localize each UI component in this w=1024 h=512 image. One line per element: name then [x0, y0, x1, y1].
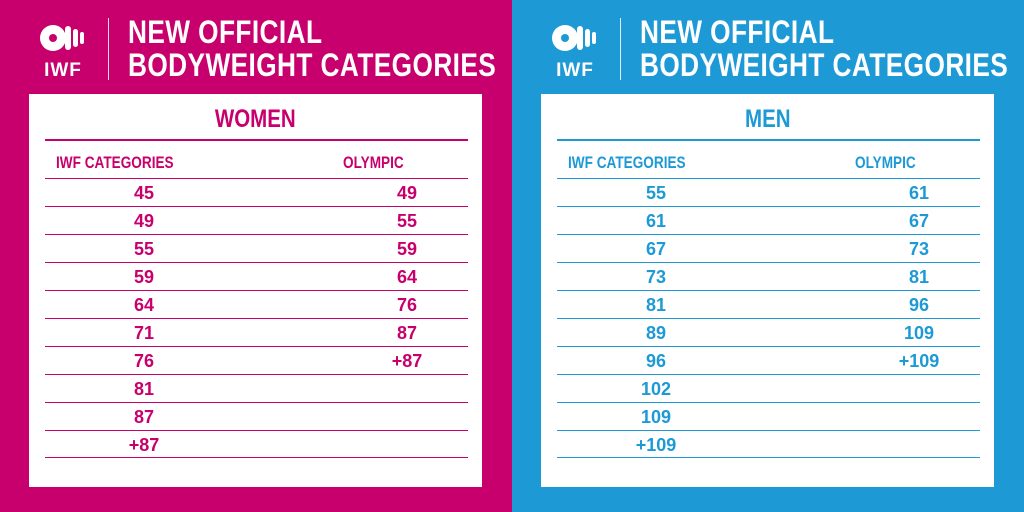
iwf-category-value: +109 — [635, 435, 677, 455]
olympic-category-value: 81 — [908, 267, 930, 287]
table-row: 45 49 — [45, 178, 468, 206]
heading-divider — [45, 139, 468, 141]
table-row: 109 — [557, 402, 980, 430]
card-heading: WOMEN — [29, 105, 482, 133]
title-line-2: BODYWEIGHT CATEGORIES — [128, 47, 497, 83]
heading-text: WOMEN — [215, 105, 296, 133]
men-panel: IWF NEW OFFICIAL BODYWEIGHT CATEGORIES M… — [512, 0, 1024, 512]
iwf-barbell-plates-icon — [40, 25, 84, 51]
olympic-category-value: 64 — [396, 267, 418, 287]
iwf-category-value: 55 — [133, 239, 155, 259]
olympic-category-value: 61 — [908, 183, 930, 203]
column-header-iwf: IWF CATEGORIES — [56, 153, 174, 172]
title-line-1: NEW OFFICIAL — [640, 14, 835, 50]
iwf-category-value: 55 — [645, 183, 667, 203]
men-category-rows: 55 61 61 67 67 73 73 81 81 96 89 109 96 +109 102 109 +10… — [557, 178, 980, 458]
iwf-category-value: 73 — [645, 267, 667, 287]
iwf-category-value: 71 — [133, 323, 155, 343]
table-row: 81 96 — [557, 290, 980, 318]
column-header-iwf: IWF CATEGORIES — [568, 153, 686, 172]
iwf-category-value: 87 — [133, 407, 155, 427]
olympic-category-value: 109 — [903, 323, 935, 343]
table-row: 49 55 — [45, 206, 468, 234]
logo-text: IWF — [44, 60, 82, 81]
olympic-category-value: 96 — [908, 295, 930, 315]
iwf-category-value: 59 — [133, 267, 155, 287]
olympic-category-value: +87 — [391, 351, 423, 371]
olympic-category-value: 73 — [908, 239, 930, 259]
olympic-category-value: +109 — [898, 351, 940, 371]
iwf-category-value: 67 — [645, 239, 667, 259]
men-categories-card: MEN IWF CATEGORIES OLYMPIC 55 61 61 67 67 73 7… — [541, 94, 994, 487]
table-row: 55 61 — [557, 178, 980, 206]
logo-text: IWF — [556, 60, 594, 81]
iwf-logo: IWF — [33, 14, 93, 84]
olympic-category-value: 55 — [396, 211, 418, 231]
table-row: 73 81 — [557, 262, 980, 290]
iwf-category-value: 76 — [133, 351, 155, 371]
title-line-2: BODYWEIGHT CATEGORIES — [640, 47, 1009, 83]
iwf-category-value: 109 — [640, 407, 672, 427]
table-row: 76 +87 — [45, 346, 468, 374]
iwf-category-value: 102 — [640, 379, 672, 399]
olympic-category-value: 87 — [396, 323, 418, 343]
women-category-rows: 45 49 49 55 55 59 59 64 64 76 71 87 76 +87 81 87 +87 — [45, 178, 468, 458]
olympic-category-value: 67 — [908, 211, 930, 231]
heading-divider — [557, 139, 980, 141]
table-row: 61 67 — [557, 206, 980, 234]
iwf-category-value: 81 — [645, 295, 667, 315]
table-row: 87 — [45, 402, 468, 430]
iwf-category-value: 45 — [133, 183, 155, 203]
table-row: 96 +109 — [557, 346, 980, 374]
table-row: 67 73 — [557, 234, 980, 262]
heading-text: MEN — [744, 105, 791, 133]
iwf-category-value: 64 — [133, 295, 155, 315]
table-row: 64 76 — [45, 290, 468, 318]
women-categories-card: WOMEN IWF CATEGORIES OLYMPIC 45 49 49 55 55 5… — [29, 94, 482, 487]
card-heading: MEN — [541, 105, 994, 133]
table-row: 89 109 — [557, 318, 980, 346]
iwf-category-value: +87 — [128, 435, 160, 455]
title-line-1: NEW OFFICIAL — [128, 14, 323, 50]
iwf-barbell-plates-icon — [552, 25, 596, 51]
iwf-category-value: 81 — [133, 379, 155, 399]
iwf-category-value: 96 — [645, 351, 667, 371]
column-header-olympic: OLYMPIC — [855, 153, 916, 172]
table-row: 71 87 — [45, 318, 468, 346]
table-row: 81 — [45, 374, 468, 402]
iwf-category-value: 89 — [645, 323, 667, 343]
olympic-category-value: 49 — [396, 183, 418, 203]
iwf-logo: IWF — [545, 14, 605, 84]
iwf-category-value: 49 — [133, 211, 155, 231]
iwf-category-value: 61 — [645, 211, 667, 231]
olympic-category-value: 59 — [396, 239, 418, 259]
olympic-category-value: 76 — [396, 295, 418, 315]
page-title: NEW OFFICIAL BODYWEIGHT CATEGORIES — [640, 16, 1008, 82]
table-row: 55 59 — [45, 234, 468, 262]
logo-divider — [620, 18, 621, 80]
page-title: NEW OFFICIAL BODYWEIGHT CATEGORIES — [128, 16, 496, 82]
logo-divider — [108, 18, 109, 80]
table-row: 102 — [557, 374, 980, 402]
table-row: 59 64 — [45, 262, 468, 290]
column-header-olympic: OLYMPIC — [343, 153, 404, 172]
women-panel: IWF NEW OFFICIAL BODYWEIGHT CATEGORIES W… — [0, 0, 512, 512]
table-row: +87 — [45, 430, 468, 458]
table-row: +109 — [557, 430, 980, 458]
